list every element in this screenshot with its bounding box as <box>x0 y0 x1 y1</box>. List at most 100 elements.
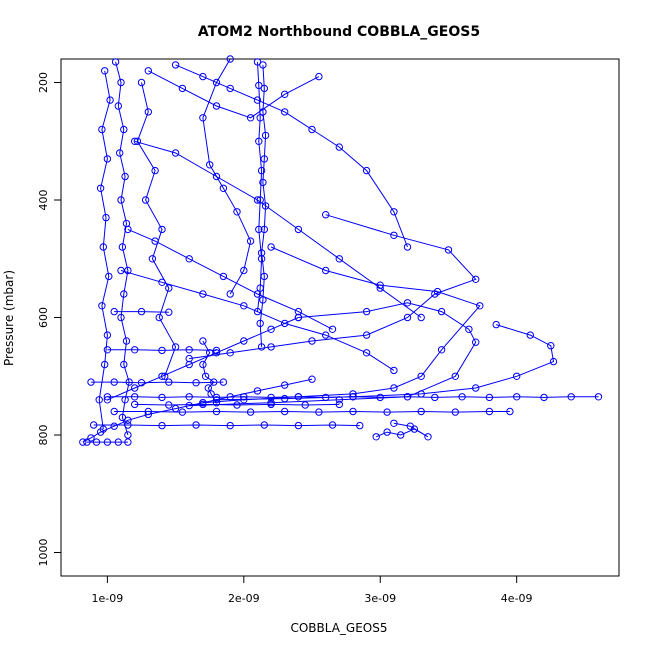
data-point <box>171 404 180 413</box>
data-point <box>96 428 105 436</box>
data-point <box>547 342 555 350</box>
data-point <box>105 272 113 281</box>
data-point <box>255 137 263 146</box>
data-point <box>362 331 371 339</box>
data-point <box>362 307 371 316</box>
data-point <box>372 433 380 441</box>
series-19 <box>83 438 132 446</box>
data-point <box>294 313 303 322</box>
data-point <box>267 325 275 333</box>
data-point <box>281 394 289 403</box>
data-point <box>403 393 412 401</box>
data-point <box>178 408 187 416</box>
data-point <box>260 84 268 93</box>
data-point <box>199 399 207 407</box>
data-point <box>199 290 207 298</box>
data-point <box>192 379 200 387</box>
data-point <box>199 114 207 122</box>
series-line <box>91 381 224 384</box>
y-tick-label: 1000 <box>37 539 50 567</box>
series-line <box>107 317 299 401</box>
data-point <box>301 401 309 409</box>
data-point <box>158 346 166 355</box>
y-tick-label: 800 <box>37 425 50 446</box>
data-point <box>485 407 494 416</box>
data-point <box>131 393 139 401</box>
x-tick-label: 3e-09 <box>364 592 396 605</box>
data-point <box>233 401 241 409</box>
data-point <box>83 438 91 446</box>
data-point <box>158 225 166 234</box>
data-point <box>267 400 275 409</box>
series-line <box>82 378 313 443</box>
data-point <box>281 407 289 416</box>
data-point <box>260 421 268 429</box>
data-point <box>141 196 150 204</box>
series-line <box>148 70 320 119</box>
data-point <box>114 102 123 110</box>
data-point <box>178 84 187 93</box>
series-12 <box>90 421 364 430</box>
data-point <box>165 401 173 409</box>
series-11 <box>110 407 514 416</box>
data-point <box>315 72 323 81</box>
series-6 <box>185 211 480 363</box>
y-tick-label: 400 <box>37 190 50 211</box>
data-point <box>472 384 480 392</box>
series-22 <box>199 55 255 298</box>
data-point <box>124 225 132 234</box>
series-2 <box>256 61 270 351</box>
data-point <box>103 346 112 354</box>
x-tick-label: 1e-09 <box>92 592 124 605</box>
data-point <box>118 243 127 251</box>
data-point <box>255 225 263 234</box>
data-point <box>120 290 128 298</box>
data-point <box>335 255 343 263</box>
data-point <box>403 313 412 322</box>
data-point <box>210 378 218 386</box>
series-line <box>189 214 477 360</box>
series-line <box>134 140 422 318</box>
data-point <box>267 343 275 351</box>
data-point <box>148 255 157 263</box>
data-point <box>124 438 132 446</box>
data-point <box>492 320 500 329</box>
data-point <box>406 422 414 430</box>
series-line <box>259 64 267 347</box>
series-line <box>202 58 252 295</box>
data-point <box>199 337 207 345</box>
series-14 <box>87 378 228 387</box>
data-point <box>383 408 391 416</box>
data-point <box>90 421 98 429</box>
data-point <box>383 428 391 436</box>
data-point <box>185 393 193 401</box>
data-point <box>103 155 112 163</box>
data-point <box>206 161 214 169</box>
data-point <box>137 379 146 387</box>
data-point <box>240 302 248 310</box>
series-line <box>134 403 340 406</box>
data-point <box>137 307 146 316</box>
data-point <box>151 166 159 175</box>
y-axis-label: Pressure (mbar) <box>2 270 16 366</box>
data-point <box>120 125 128 134</box>
data-point <box>322 266 330 275</box>
data-point <box>472 275 480 283</box>
data-point <box>259 61 267 69</box>
data-point <box>417 407 425 416</box>
data-point <box>204 384 213 392</box>
data-point <box>121 172 129 181</box>
data-point <box>458 393 466 401</box>
series-line <box>107 396 599 398</box>
data-point <box>212 407 221 416</box>
data-point <box>201 372 210 380</box>
data-point <box>433 287 442 296</box>
data-point <box>206 349 214 357</box>
x-axis-label: COBBLA_GEOS5 <box>290 621 387 635</box>
y-axis: 200 400 600 800 1000 <box>37 72 62 567</box>
data-point <box>110 378 118 386</box>
data-point <box>315 408 323 416</box>
data-point <box>362 349 371 357</box>
data-point <box>240 266 248 275</box>
series-27 <box>199 337 221 407</box>
